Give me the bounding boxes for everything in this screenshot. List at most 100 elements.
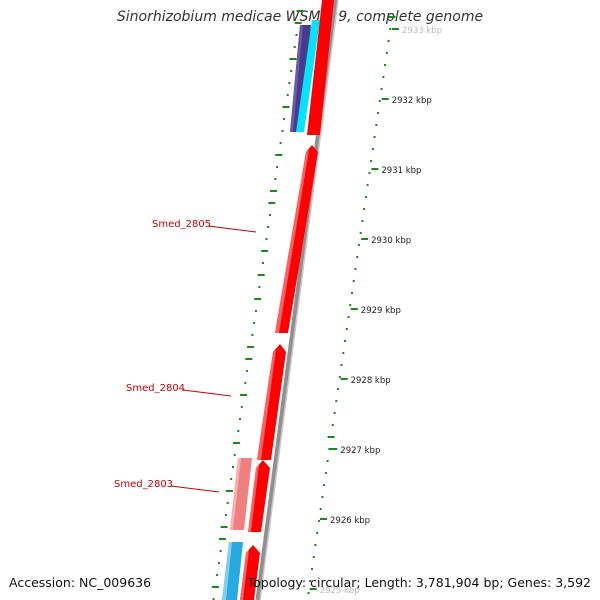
gc-content-ticks-left (211, 10, 304, 600)
gc-tick (387, 40, 390, 42)
gc-tick (233, 454, 236, 456)
ruler-label: 2927 kbp (340, 446, 380, 456)
gene-label-leader (207, 225, 257, 233)
gc-tick (295, 34, 298, 36)
accession-text: Accession: NC_009636 (9, 575, 152, 590)
gc-tick (240, 394, 248, 396)
gc-tick (349, 304, 352, 306)
ruler-label: 2933 kbp (402, 26, 442, 36)
gc-tick (254, 298, 262, 300)
ruler-label: 2928 kbp (351, 376, 391, 386)
gene-features-top[interactable] (290, 0, 334, 135)
ruler-tick (350, 308, 358, 310)
gc-tick (265, 238, 268, 240)
gc-tick (290, 70, 293, 72)
ruler-tick (320, 518, 327, 520)
gc-tick (212, 598, 215, 600)
gene-label-layer: Smed_2805 Smed_2804 Smed_2803 (114, 219, 257, 493)
gc-tick (283, 118, 286, 120)
gc-tick (261, 250, 269, 252)
gc-tick (218, 538, 226, 540)
ruler-label: 2925 kbp (320, 586, 360, 596)
gc-tick (373, 136, 376, 138)
gc-tick (326, 460, 329, 462)
ruler-tick (361, 238, 369, 240)
gc-tick (331, 424, 334, 426)
gene-feature-red-lower (248, 460, 270, 532)
gc-tick (347, 316, 350, 318)
gene-feature-red-top (307, 0, 334, 135)
gene-label: Smed_2804 (126, 383, 185, 394)
gc-tick (337, 388, 340, 390)
ruler-label: 2929 kbp (361, 306, 401, 316)
coordinate-ruler: 2933 kbp 2932 kbp 2931 kbp 2930 kbp 2929 kbp… (309, 26, 442, 596)
ruler-label: 2926 kbp (330, 516, 370, 526)
gc-tick (296, 10, 304, 12)
gc-tick (366, 184, 369, 186)
gc-tick (333, 412, 336, 414)
gc-tick (378, 100, 381, 102)
gc-tick (257, 274, 265, 276)
gc-tick (226, 502, 229, 504)
gc-content-ticks-right (307, 16, 396, 594)
gc-tick (276, 166, 279, 168)
gc-tick (267, 226, 270, 228)
gc-tick (311, 568, 313, 570)
gc-tick (354, 268, 357, 270)
ruler-tick (381, 98, 389, 100)
gc-tick (245, 358, 253, 360)
gc-tick (340, 364, 343, 366)
gc-tick (351, 292, 353, 294)
gc-tick (254, 310, 257, 312)
gc-tick (370, 160, 373, 162)
gc-tick (225, 490, 233, 492)
ruler-tick (392, 28, 399, 30)
gc-tick (269, 214, 271, 216)
gc-tick (281, 130, 284, 132)
gc-tick (382, 76, 385, 78)
gc-tick (359, 232, 362, 234)
gc-tick (323, 484, 326, 486)
gc-tick (294, 22, 302, 24)
gc-tick (279, 142, 282, 144)
gene-features-forward[interactable] (222, 145, 318, 600)
gc-tick (239, 418, 241, 420)
gc-tick (345, 328, 348, 330)
gc-tick (388, 16, 396, 18)
gc-tick (352, 280, 355, 282)
gc-tick (232, 466, 234, 468)
gc-tick (237, 430, 240, 432)
gc-tick (368, 172, 371, 174)
gc-tick (217, 562, 220, 564)
gc-tick (244, 382, 247, 384)
gc-tick (246, 370, 249, 372)
gene-feature-smed-2803 (230, 458, 252, 530)
gc-tick (324, 472, 327, 474)
gc-tick (356, 256, 359, 258)
gc-tick (270, 190, 277, 192)
gc-tick (317, 520, 320, 522)
gene-label-leader (170, 485, 220, 493)
gc-tick (342, 352, 345, 354)
gc-tick (219, 550, 222, 552)
ruler-label: 2931 kbp (381, 166, 421, 176)
ruler-tick (330, 448, 338, 450)
ruler-label: 2930 kbp (371, 236, 411, 246)
gc-tick (224, 514, 227, 516)
gc-tick (251, 334, 254, 336)
ruler-tick (371, 168, 379, 170)
gc-tick (288, 82, 291, 84)
gene-label: Smed_2805 (152, 219, 211, 230)
gc-tick (286, 94, 289, 96)
gc-tick (357, 244, 360, 246)
gc-tick (385, 52, 388, 54)
gc-tick (380, 88, 383, 90)
gene-label-leader (182, 389, 232, 397)
gc-tick (268, 202, 276, 204)
gc-tick (328, 448, 331, 450)
gc-tick (258, 286, 261, 288)
gc-tick (335, 400, 338, 402)
ruler-label: 2932 kbp (392, 96, 432, 106)
gc-tick (321, 496, 324, 498)
